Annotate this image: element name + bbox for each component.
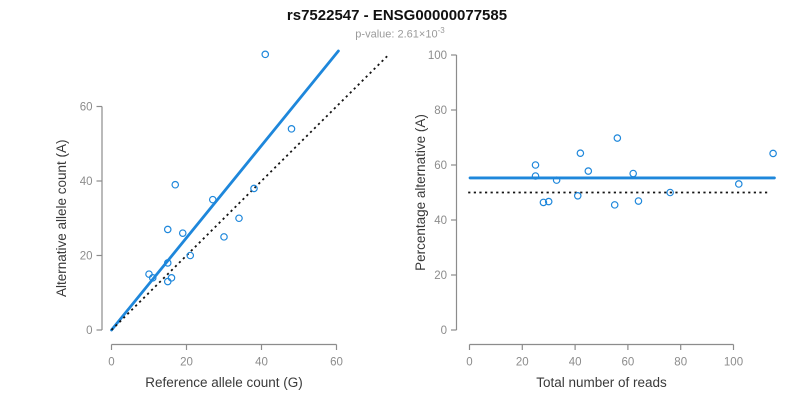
data-point: [163, 225, 172, 234]
data-point: [531, 161, 540, 169]
data-point: [544, 197, 553, 206]
x-tick-label: 80: [674, 357, 687, 369]
data-point: [148, 274, 157, 282]
data-point: [734, 180, 743, 188]
y-tick-label: 40: [80, 176, 93, 188]
data-point: [629, 169, 637, 178]
y-tick-label: 80: [434, 105, 447, 117]
figure-subtitle: p-value: 2.61×10-3: [0, 26, 800, 41]
data-point: [163, 259, 172, 267]
identity-line: [110, 55, 388, 331]
x-tick-label: 0: [466, 357, 472, 369]
x-tick-label: 20: [180, 357, 193, 369]
data-point: [178, 229, 187, 237]
y-tick-label: 0: [441, 325, 447, 337]
data-point: [186, 251, 195, 260]
x-tick-label: 20: [516, 357, 529, 369]
x-tick-label: 60: [330, 357, 343, 369]
data-point: [171, 180, 180, 189]
pvalue-text: p-value: 2.61×10: [355, 28, 438, 41]
data-point: [145, 270, 153, 278]
data-point: [163, 277, 172, 286]
data-point: [610, 201, 619, 209]
data-point: [208, 195, 217, 204]
x-tick-label: 40: [255, 357, 268, 369]
data-point: [531, 172, 540, 180]
data-point: [220, 233, 228, 241]
data-point: [250, 184, 258, 193]
y-tick-label: 40: [434, 215, 447, 227]
data-point: [287, 125, 296, 133]
data-point: [576, 149, 585, 157]
y-tick-label: 100: [428, 50, 447, 62]
data-point: [261, 50, 270, 59]
data-point: [584, 167, 593, 175]
y-tick-label: 20: [434, 270, 447, 282]
x-tick-label: 100: [724, 357, 743, 369]
data-point: [666, 188, 674, 197]
y-axis-title: Percentage alternative (A): [413, 114, 428, 271]
data-point: [613, 134, 622, 142]
allele-count-panel: 0 20 40 60 0 20 40 60 Reference allele count (G)…: [54, 49, 388, 390]
fitted-proportion-line: [110, 49, 340, 332]
data-point: [573, 192, 582, 200]
y-tick-label: 60: [434, 160, 447, 172]
figure-title: rs7522547 - ENSG00000077585: [286, 7, 508, 24]
data-point: [167, 274, 176, 282]
x-tick-label: 40: [569, 357, 582, 369]
percentage-panel: 0 20 40 60 80 100 0 20 40 60 80 100 Total number of …: [413, 50, 777, 390]
y-tick-label: 20: [80, 251, 93, 263]
x-tick-label: 0: [108, 357, 114, 369]
data-point: [634, 197, 643, 205]
pvalue-exponent: -3: [437, 26, 445, 35]
x-axis-title: Reference allele count (G): [145, 375, 303, 390]
data-point: [769, 149, 777, 158]
data-point: [539, 198, 548, 207]
y-tick-label: 0: [86, 325, 92, 337]
x-axis-title: Total number of reads: [536, 375, 667, 390]
x-tick-label: 60: [622, 357, 635, 369]
data-point: [552, 176, 561, 184]
data-point: [235, 214, 243, 223]
y-tick-label: 60: [80, 102, 93, 114]
y-axis-title: Alternative allele count (A): [54, 139, 69, 297]
